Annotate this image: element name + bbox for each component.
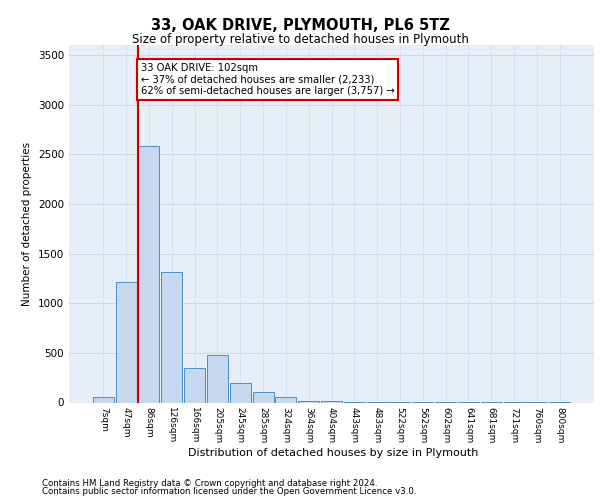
Bar	[298, 400, 319, 402]
Bar	[161, 272, 182, 402]
Bar	[321, 401, 342, 402]
Text: Contains public sector information licensed under the Open Government Licence v3: Contains public sector information licen…	[42, 487, 416, 496]
Bar	[116, 282, 137, 403]
Text: Distribution of detached houses by size in Plymouth: Distribution of detached houses by size …	[188, 448, 478, 458]
Text: Contains HM Land Registry data © Crown copyright and database right 2024.: Contains HM Land Registry data © Crown c…	[42, 478, 377, 488]
Bar	[93, 397, 114, 402]
Bar	[139, 146, 160, 402]
Text: 33, OAK DRIVE, PLYMOUTH, PL6 5TZ: 33, OAK DRIVE, PLYMOUTH, PL6 5TZ	[151, 18, 449, 32]
Bar	[253, 392, 274, 402]
Bar	[184, 368, 205, 402]
Bar	[275, 397, 296, 402]
Y-axis label: Number of detached properties: Number of detached properties	[22, 142, 32, 306]
Bar	[207, 355, 228, 403]
Text: 33 OAK DRIVE: 102sqm
← 37% of detached houses are smaller (2,233)
62% of semi-de: 33 OAK DRIVE: 102sqm ← 37% of detached h…	[141, 63, 395, 96]
Text: Size of property relative to detached houses in Plymouth: Size of property relative to detached ho…	[131, 32, 469, 46]
Bar	[230, 383, 251, 402]
